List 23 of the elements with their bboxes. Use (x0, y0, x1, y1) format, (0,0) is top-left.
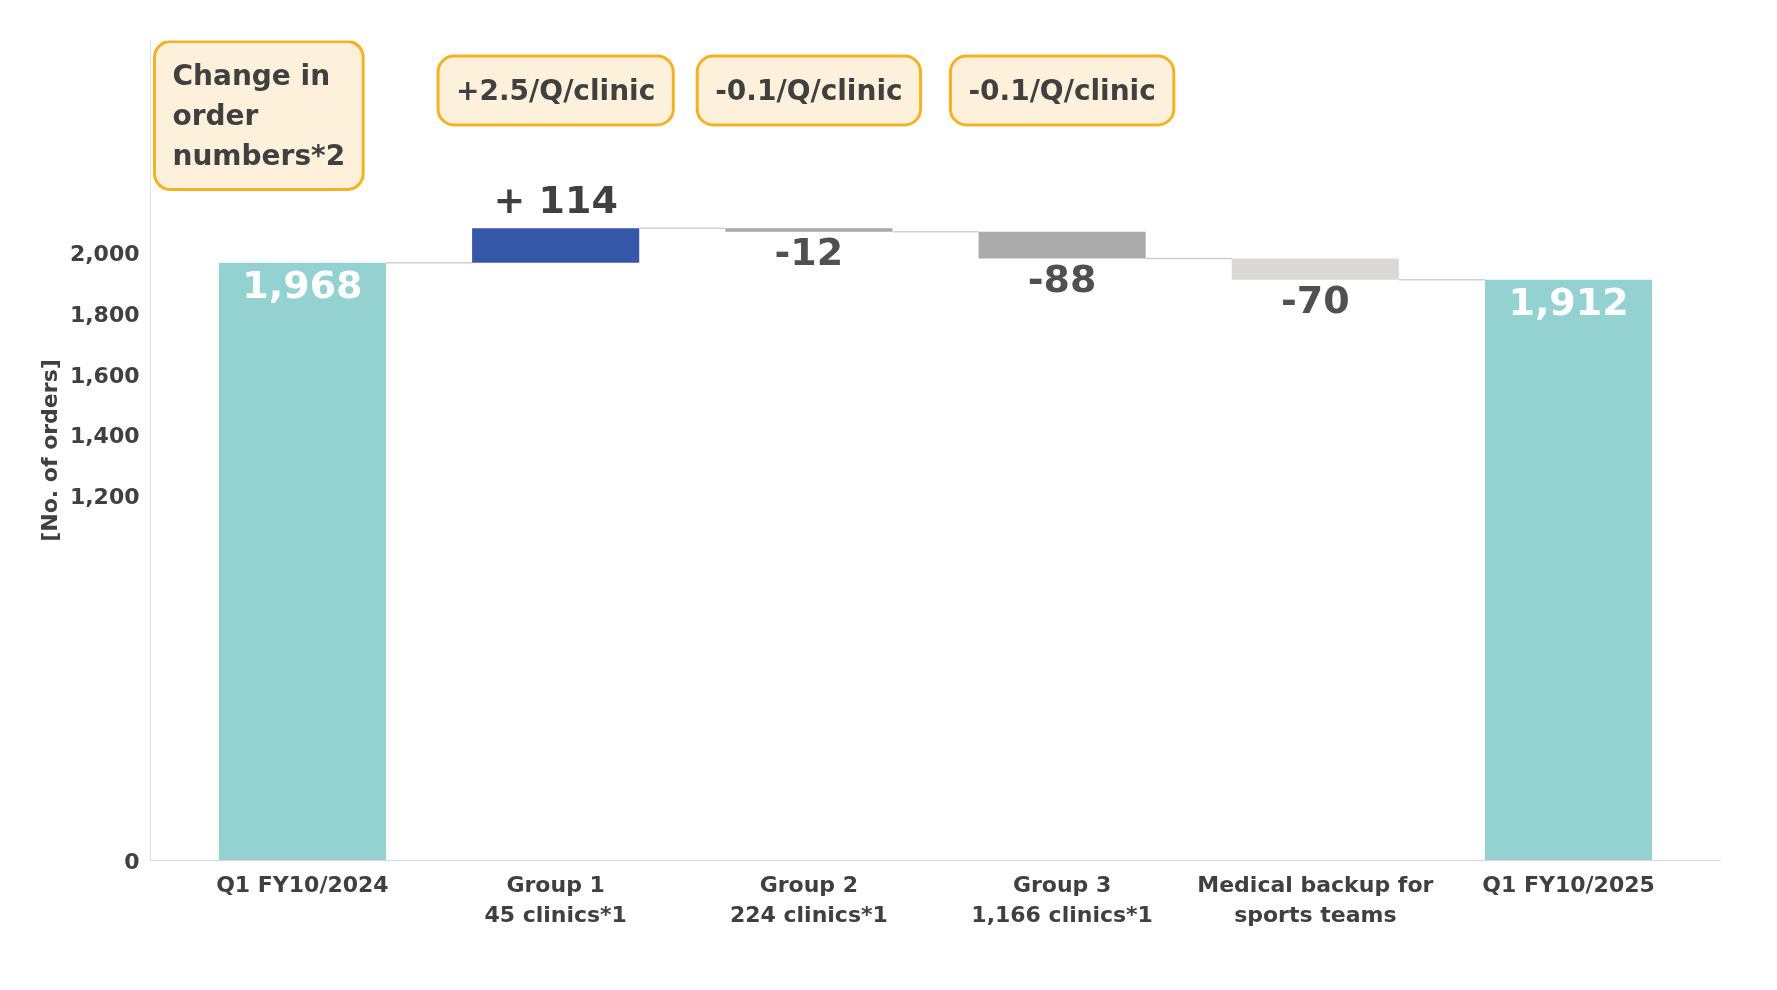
x-tick-label: Q1 FY10/2025 (1482, 871, 1655, 897)
x-tick-label: Q1 FY10/2024 (216, 871, 389, 897)
annotation: -0.1/Q/clinic (715, 74, 903, 107)
y-tick-label: 1,600 (69, 362, 140, 388)
x-tick-label: Group 3 1,166 clinics*1 (971, 871, 1153, 927)
data-label: -70 (1281, 277, 1350, 322)
y-axis-title: [No. of orders] (36, 359, 62, 542)
data-label: 1,968 (242, 262, 363, 307)
y-tick-label: 0 (124, 848, 140, 874)
data-label: -88 (1027, 256, 1097, 301)
annotation: +2.5/Q/clinic (456, 74, 656, 107)
annotation: -0.1/Q/clinic (968, 74, 1156, 107)
y-tick-label: 1,800 (69, 301, 140, 327)
y-tick-label: 1,400 (69, 423, 140, 449)
data-label: -12 (774, 229, 844, 274)
x-tick-label: Group 1 45 clinics*1 (484, 871, 627, 927)
x-tick-label: Group 2 224 clinics*1 (729, 871, 888, 927)
data-label: 1,912 (1508, 279, 1629, 324)
data-label: + 114 (493, 178, 618, 223)
annotation: Change in order numbers*2 (172, 59, 346, 172)
y-tick-label: 1,200 (69, 484, 140, 510)
x-tick-label: Medical backup for sports teams (1197, 871, 1434, 927)
y-tick-label: 2,000 (69, 241, 140, 267)
